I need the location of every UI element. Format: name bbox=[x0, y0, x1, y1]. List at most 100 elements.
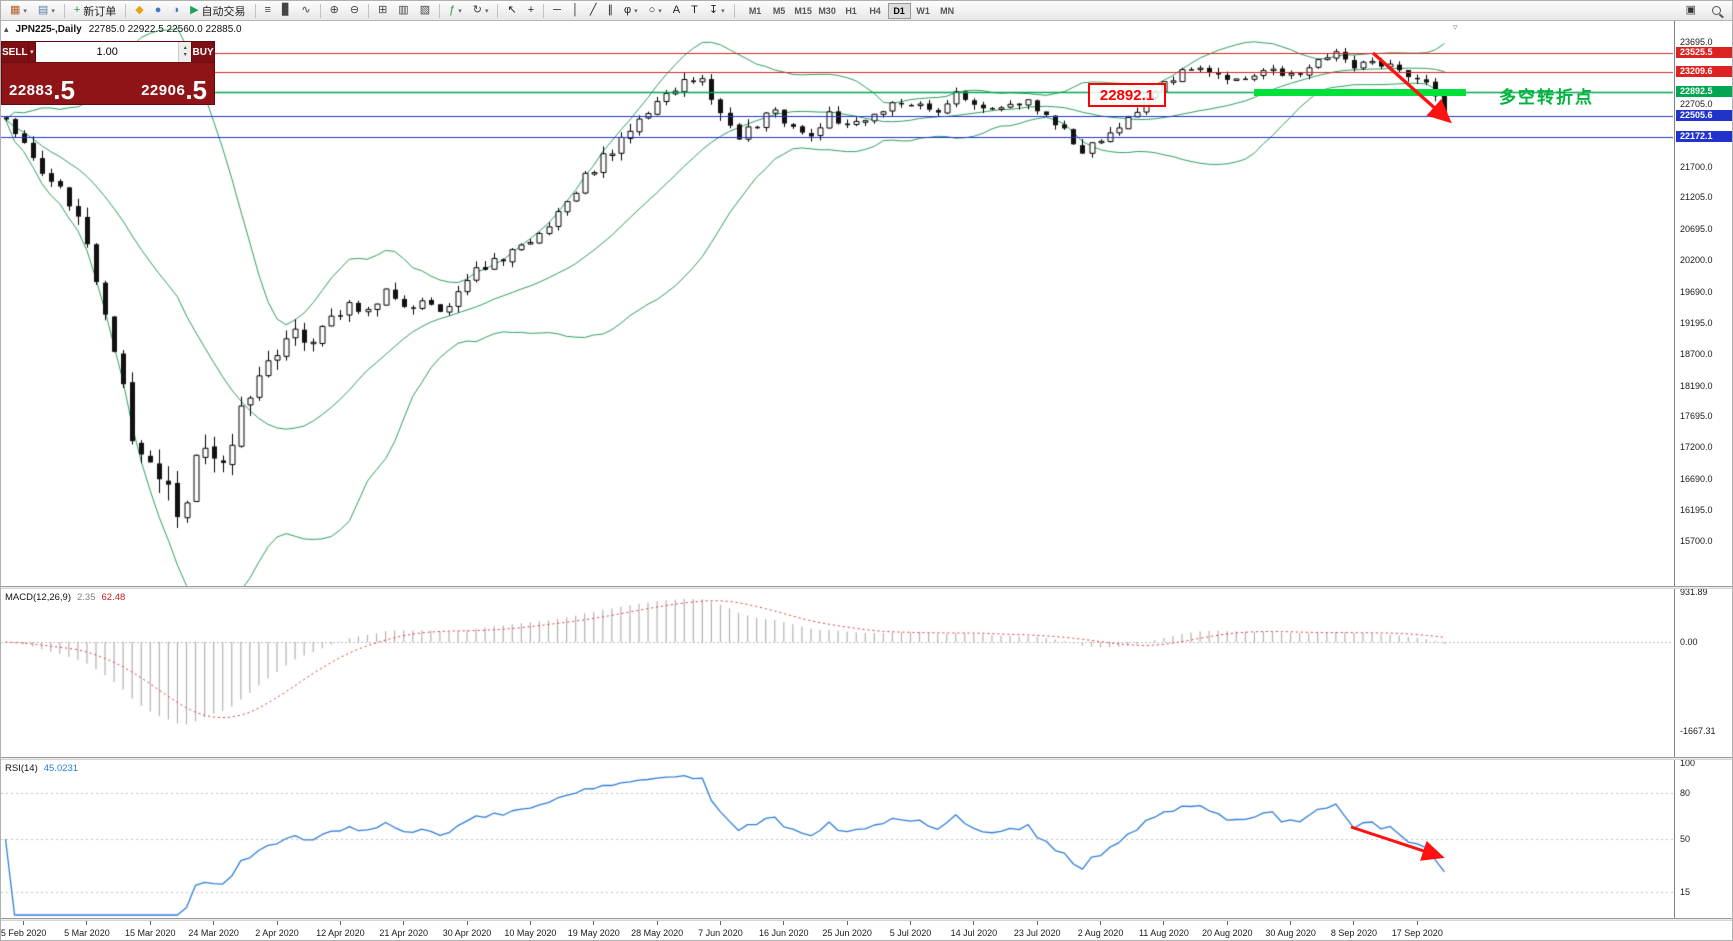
one-click-trading-panel: SELL ▾ ▴ ▾ BUY 22883 .5 22906 bbox=[1, 41, 215, 105]
time-axis-label: 21 Apr 2020 bbox=[379, 928, 428, 938]
price-scale-label: 20695.0 bbox=[1680, 224, 1713, 235]
sell-button[interactable]: SELL bbox=[2, 42, 29, 62]
price-level-badge: 23209.6 bbox=[1676, 66, 1732, 78]
toolbar: ▦ ▾ ▤ ▾ + 新订单 ◆ ● ◑ ▶ 自动交易 ≡ ▊ ∿ ⊕ ⊖ ⊞ ▥ ▧ ƒ ▾ ↻ ▾ ↖ + ─ │ ╱ ∥ φ ▾ ○ ▾ A T… bbox=[1, 1, 1732, 21]
crosshair-icon: + bbox=[527, 4, 535, 16]
time-axis-label: 10 May 2020 bbox=[504, 928, 557, 938]
support-highlight-bar[interactable] bbox=[1254, 89, 1466, 96]
navigator-button[interactable]: ◑ bbox=[167, 2, 184, 20]
new-chart-button[interactable]: ▦ ▾ bbox=[5, 2, 32, 20]
time-axis-label: 16 Jun 2020 bbox=[759, 928, 809, 938]
horizontal-line-button[interactable]: ─ bbox=[548, 2, 566, 20]
timeframe-m15-button[interactable]: M15 bbox=[792, 3, 815, 19]
trendline-button[interactable]: ╱ bbox=[585, 2, 602, 20]
dropdown-arrow-icon: ▾ bbox=[458, 7, 462, 15]
timeframe-mn-button[interactable]: MN bbox=[936, 3, 959, 19]
time-axis-tick bbox=[213, 921, 215, 925]
search-button[interactable] bbox=[1707, 2, 1726, 20]
fibonacci-icon: φ bbox=[623, 4, 632, 16]
price-scale-label: 20200.0 bbox=[1680, 255, 1713, 266]
time-axis-tick bbox=[403, 921, 405, 925]
chart-window-button[interactable]: ▣ bbox=[1681, 2, 1701, 20]
dropdown-arrow-icon: ▾ bbox=[23, 7, 27, 15]
volume-input[interactable] bbox=[36, 42, 179, 62]
time-axis-tick bbox=[783, 921, 785, 925]
time-axis-tick bbox=[1226, 921, 1228, 925]
toolbar-separator bbox=[254, 3, 256, 18]
price-scale-label: 18190.0 bbox=[1680, 380, 1713, 391]
timeframe-h1-button[interactable]: H1 bbox=[840, 3, 863, 19]
price-scale-label: 19690.0 bbox=[1680, 286, 1713, 297]
toolbar-separator bbox=[63, 3, 65, 18]
rsi-scale-label: 50 bbox=[1680, 834, 1691, 844]
market-watch-button[interactable]: ● bbox=[150, 2, 167, 20]
cycles-icon: ↻ bbox=[472, 4, 482, 16]
one-click-collapse-icon[interactable]: ▴ bbox=[4, 24, 9, 34]
rsi-time-splitter[interactable] bbox=[1, 918, 1732, 921]
rsi-indicator-canvas[interactable] bbox=[1, 760, 1673, 918]
macd-scale-label: 931.89 bbox=[1680, 587, 1708, 597]
rsi-title: RSI(14) 45.0231 bbox=[5, 763, 78, 774]
buy-button[interactable]: BUY bbox=[192, 42, 214, 62]
line-chart-button[interactable]: ∿ bbox=[296, 2, 315, 20]
macd-indicator-canvas[interactable] bbox=[1, 589, 1673, 757]
time-axis-label: 20 Aug 2020 bbox=[1201, 928, 1253, 938]
bars-chart-button[interactable]: ≡ bbox=[260, 2, 276, 20]
volume-down-icon[interactable]: ▾ bbox=[183, 52, 187, 58]
equidistant-channel-button[interactable]: ∥ bbox=[602, 2, 618, 20]
indicators-button[interactable]: ƒ ▾ bbox=[444, 2, 467, 20]
time-axis-tick bbox=[1290, 921, 1292, 925]
text-label-button[interactable]: T bbox=[686, 2, 703, 20]
text-button[interactable]: A bbox=[668, 2, 685, 20]
grid-button[interactable]: ⊞ bbox=[373, 2, 392, 20]
arrows-tool-button[interactable]: ↧ ▾ bbox=[704, 2, 730, 20]
turning-point-label[interactable]: 多空转折点 bbox=[1499, 88, 1594, 107]
toolbar-separator bbox=[733, 3, 735, 18]
time-axis-label: 30 Apr 2020 bbox=[442, 928, 492, 938]
fibonacci-button[interactable]: φ ▾ bbox=[619, 2, 643, 20]
timeframe-m30-button[interactable]: M30 bbox=[816, 3, 839, 19]
timeframe-h4-button[interactable]: H4 bbox=[864, 3, 887, 19]
main-price-chart-canvas[interactable] bbox=[1, 21, 1673, 586]
toolbar-separator bbox=[439, 3, 441, 18]
chart-shift-marker[interactable]: ▿ bbox=[1453, 22, 1458, 32]
cycles-button[interactable]: ↻ ▾ bbox=[468, 2, 494, 20]
cursor-button[interactable]: ↖ bbox=[502, 2, 521, 20]
volume-up-icon[interactable]: ▴ bbox=[183, 45, 187, 52]
sell-price-button[interactable]: 22883 .5 bbox=[9, 77, 75, 103]
buy-price-button[interactable]: 22906 .5 bbox=[141, 77, 207, 103]
crosshair-button[interactable]: + bbox=[523, 2, 539, 20]
candlestick-chart-button[interactable]: ▊ bbox=[277, 2, 295, 20]
new-order-button[interactable]: + 新订单 bbox=[69, 2, 121, 20]
profiles-button[interactable]: ▤ ▾ bbox=[33, 2, 60, 20]
timeframe-toolbar: M1 M5 M15 M30 H1 H4 D1 W1 MN bbox=[744, 2, 959, 19]
time-axis-tick bbox=[973, 921, 975, 925]
volume-dropdown-button[interactable]: ▾ bbox=[28, 42, 37, 62]
time-axis[interactable]: 5 Feb 2020 5 Mar 2020 15 Mar 2020 24 Mar 20… bbox=[1, 921, 1732, 940]
rsi-value: 45.0231 bbox=[43, 763, 79, 774]
price-callout-box[interactable]: 22892.1 bbox=[1088, 83, 1166, 107]
symbol-title: JPN225-,Daily bbox=[15, 24, 82, 35]
auto-trading-button[interactable]: ▶ 自动交易 bbox=[185, 2, 250, 20]
tile-windows-button[interactable]: ▥ bbox=[393, 2, 413, 20]
timeframe-m1-button[interactable]: M1 bbox=[744, 3, 767, 19]
zoom-out-button[interactable]: ⊖ bbox=[345, 2, 364, 20]
cascade-windows-button[interactable]: ▧ bbox=[415, 2, 435, 20]
grid-icon: ⊞ bbox=[378, 4, 388, 16]
main-macd-splitter[interactable] bbox=[1, 586, 1732, 589]
profiles-icon: ▤ bbox=[37, 4, 49, 16]
vertical-line-icon: │ bbox=[571, 4, 579, 16]
rsi-scale-label: 100 bbox=[1680, 758, 1696, 768]
shapes-button[interactable]: ○ ▾ bbox=[644, 2, 667, 20]
macd-rsi-splitter[interactable] bbox=[1, 757, 1732, 760]
timeframe-w1-button[interactable]: W1 bbox=[912, 3, 935, 19]
auto-trading-label: 自动交易 bbox=[201, 5, 246, 18]
timeframe-m5-button[interactable]: M5 bbox=[768, 3, 791, 19]
favorites-button[interactable]: ◆ bbox=[130, 2, 148, 20]
timeframe-d1-button[interactable]: D1 bbox=[887, 2, 911, 19]
zoom-in-button[interactable]: ⊕ bbox=[325, 2, 344, 20]
cursor-icon: ↖ bbox=[507, 4, 517, 16]
vertical-line-button[interactable]: │ bbox=[567, 2, 584, 20]
rsi-scale-label: 15 bbox=[1680, 887, 1691, 898]
price-scale-label: 17200.0 bbox=[1680, 442, 1713, 453]
